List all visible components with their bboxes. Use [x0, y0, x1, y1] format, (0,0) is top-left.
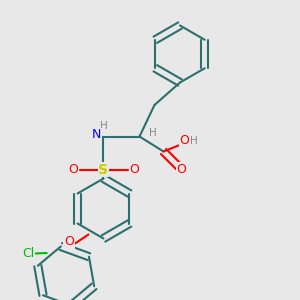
Text: S: S: [98, 163, 109, 176]
Text: O: O: [68, 163, 78, 176]
Text: H: H: [190, 136, 197, 146]
Text: O: O: [177, 163, 186, 176]
Text: Cl: Cl: [22, 247, 34, 260]
Text: H: H: [149, 128, 157, 139]
Text: N: N: [92, 128, 102, 142]
Text: O: O: [180, 134, 189, 148]
Text: H: H: [100, 121, 107, 131]
Text: O: O: [64, 235, 74, 248]
Text: O: O: [129, 163, 139, 176]
